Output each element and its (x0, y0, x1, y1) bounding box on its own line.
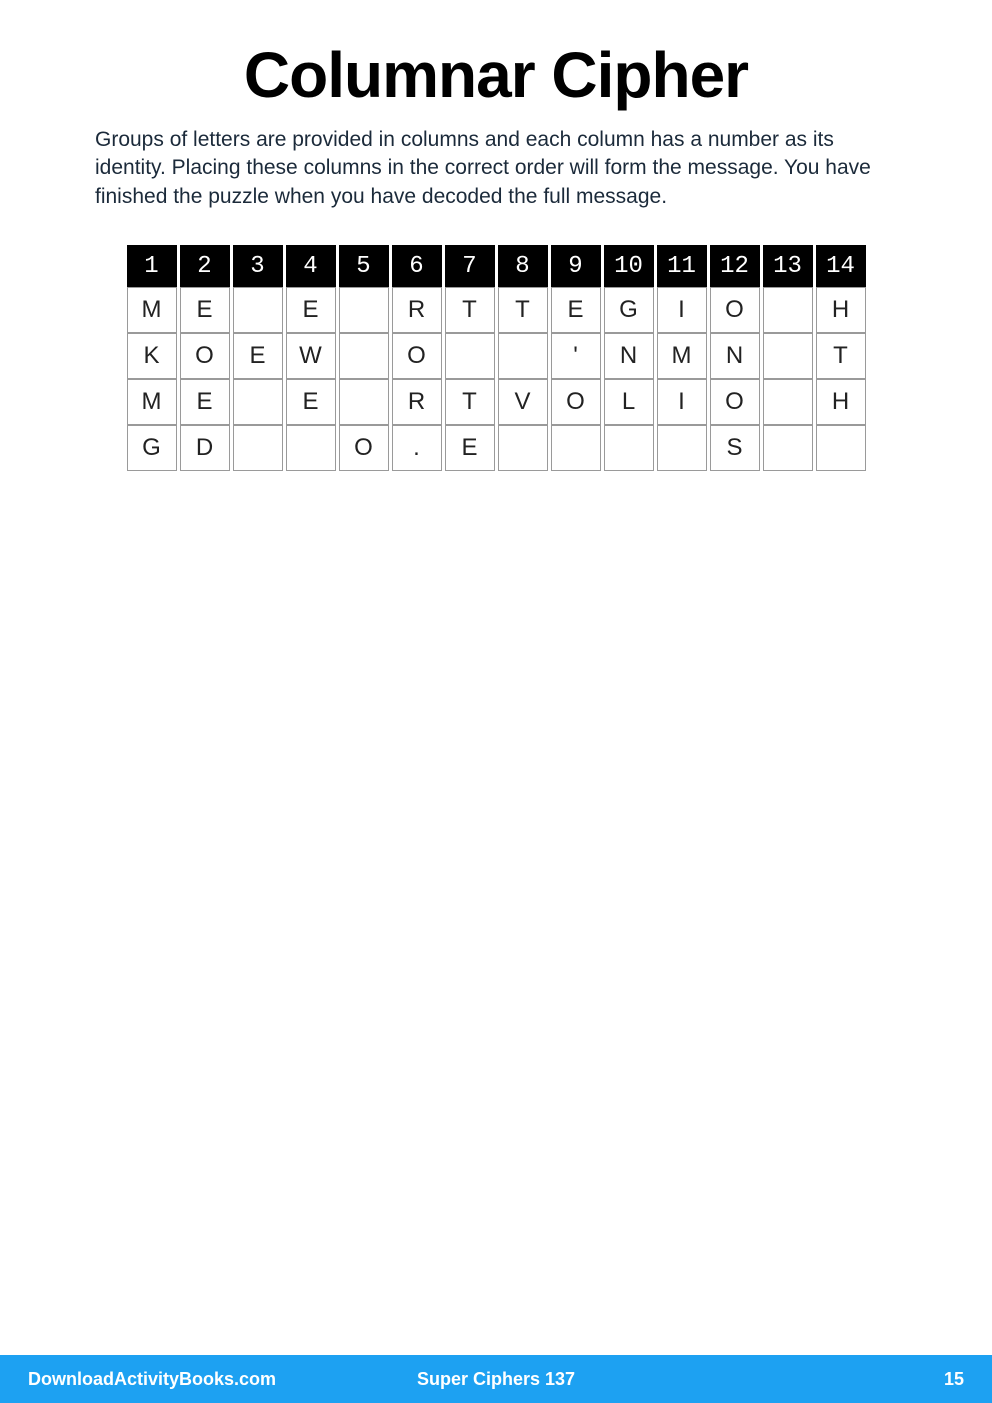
cipher-cell: ' (551, 333, 601, 379)
cipher-cell: E (551, 287, 601, 333)
page: Columnar Cipher Groups of letters are pr… (0, 0, 992, 1403)
cipher-cell (286, 425, 336, 471)
footer-page-number: 15 (652, 1369, 992, 1390)
cipher-header-cell: 5 (339, 245, 389, 287)
cipher-header-cell: 8 (498, 245, 548, 287)
cipher-cell: I (657, 287, 707, 333)
cipher-row: M E E R T T E G I O H (127, 287, 866, 333)
cipher-cell (233, 425, 283, 471)
cipher-cell: M (657, 333, 707, 379)
cipher-cell: H (816, 287, 866, 333)
cipher-cell (763, 287, 813, 333)
cipher-cell: K (127, 333, 177, 379)
cipher-cell: N (604, 333, 654, 379)
cipher-row: G D O . E S (127, 425, 866, 471)
cipher-cell: G (604, 287, 654, 333)
cipher-cell (763, 333, 813, 379)
footer-center: Super Ciphers 137 (340, 1369, 652, 1390)
cipher-header-cell: 1 (127, 245, 177, 287)
cipher-row: M E E R T V O L I O H (127, 379, 866, 425)
cipher-cell: D (180, 425, 230, 471)
cipher-header-cell: 9 (551, 245, 601, 287)
cipher-cell: O (392, 333, 442, 379)
cipher-header-cell: 13 (763, 245, 813, 287)
cipher-body: M E E R T T E G I O H K O (127, 287, 866, 471)
cipher-cell: O (180, 333, 230, 379)
cipher-container: 1 2 3 4 5 6 7 8 9 10 11 12 13 14 (95, 245, 897, 471)
cipher-cell: G (127, 425, 177, 471)
cipher-header-cell: 4 (286, 245, 336, 287)
cipher-cell: E (180, 287, 230, 333)
cipher-cell: E (180, 379, 230, 425)
cipher-cell: T (816, 333, 866, 379)
cipher-cell (339, 287, 389, 333)
cipher-cell: O (339, 425, 389, 471)
cipher-cell: T (445, 287, 495, 333)
cipher-cell: O (710, 287, 760, 333)
page-footer: DownloadActivityBooks.com Super Ciphers … (0, 1355, 992, 1403)
cipher-cell: V (498, 379, 548, 425)
cipher-header-cell: 14 (816, 245, 866, 287)
cipher-cell: O (551, 379, 601, 425)
cipher-header-cell: 6 (392, 245, 442, 287)
instructions-text: Groups of letters are provided in column… (95, 126, 897, 211)
cipher-cell: S (710, 425, 760, 471)
cipher-cell: I (657, 379, 707, 425)
cipher-cell: M (127, 287, 177, 333)
cipher-cell: T (498, 287, 548, 333)
cipher-cell: . (392, 425, 442, 471)
cipher-table: 1 2 3 4 5 6 7 8 9 10 11 12 13 14 (124, 245, 869, 471)
cipher-cell (339, 379, 389, 425)
cipher-cell (551, 425, 601, 471)
cipher-cell: L (604, 379, 654, 425)
cipher-cell: E (445, 425, 495, 471)
cipher-header-cell: 2 (180, 245, 230, 287)
cipher-cell: T (445, 379, 495, 425)
cipher-cell (816, 425, 866, 471)
page-title: Columnar Cipher (95, 38, 897, 112)
cipher-header-cell: 10 (604, 245, 654, 287)
cipher-header-cell: 7 (445, 245, 495, 287)
cipher-cell: O (710, 379, 760, 425)
cipher-header-cell: 3 (233, 245, 283, 287)
footer-left: DownloadActivityBooks.com (0, 1369, 340, 1390)
cipher-cell: E (233, 333, 283, 379)
cipher-cell: R (392, 379, 442, 425)
cipher-cell: N (710, 333, 760, 379)
cipher-cell: M (127, 379, 177, 425)
cipher-cell (763, 379, 813, 425)
cipher-header-cell: 11 (657, 245, 707, 287)
cipher-header-cell: 12 (710, 245, 760, 287)
cipher-cell (233, 287, 283, 333)
cipher-cell (657, 425, 707, 471)
cipher-cell (339, 333, 389, 379)
cipher-row: K O E W O ' N M N T (127, 333, 866, 379)
cipher-cell (498, 425, 548, 471)
cipher-header-row: 1 2 3 4 5 6 7 8 9 10 11 12 13 14 (127, 245, 866, 287)
cipher-cell: H (816, 379, 866, 425)
cipher-cell (604, 425, 654, 471)
cipher-cell: W (286, 333, 336, 379)
cipher-cell (763, 425, 813, 471)
cipher-cell (498, 333, 548, 379)
cipher-cell: E (286, 379, 336, 425)
cipher-cell (445, 333, 495, 379)
cipher-cell: E (286, 287, 336, 333)
cipher-cell (233, 379, 283, 425)
cipher-cell: R (392, 287, 442, 333)
